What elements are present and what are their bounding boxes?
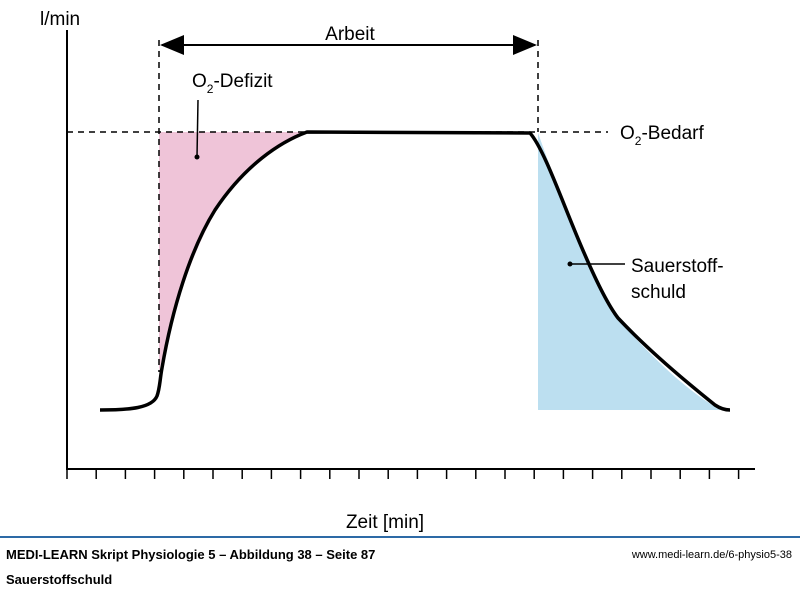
footer-subtitle: Sauerstoffschuld [6,572,113,587]
deficit-pointer-dot [194,154,200,160]
oxygen-debt-label-line1: Sauerstoff- [631,256,724,277]
footer-url[interactable]: www.medi-learn.de/6-physio5-38 [631,549,792,561]
oxygen-debt-area [538,133,722,410]
x-axis-label: Zeit [min] [346,512,424,533]
oxygen-uptake-curve [99,130,731,412]
oxygen-demand-label: O2-Bedarf [620,123,704,148]
footer-divider [0,536,800,538]
debt-pointer-dot [567,261,573,267]
oxygen-debt-diagram: l/min Zeit [min] Arbeit O2-Defizit O2-Be… [40,9,755,533]
y-axis-label: l/min [40,9,80,30]
x-axis-ticks [66,469,740,479]
footer-title: MEDI-LEARN Skript Physiologie 5 – Abbild… [6,547,376,562]
work-label: Arbeit [325,24,375,45]
oxygen-debt-label-line2: schuld [631,282,686,303]
oxygen-deficit-area [159,132,307,372]
oxygen-deficit-label: O2-Defizit [192,71,273,96]
deficit-pointer-line [196,99,199,158]
